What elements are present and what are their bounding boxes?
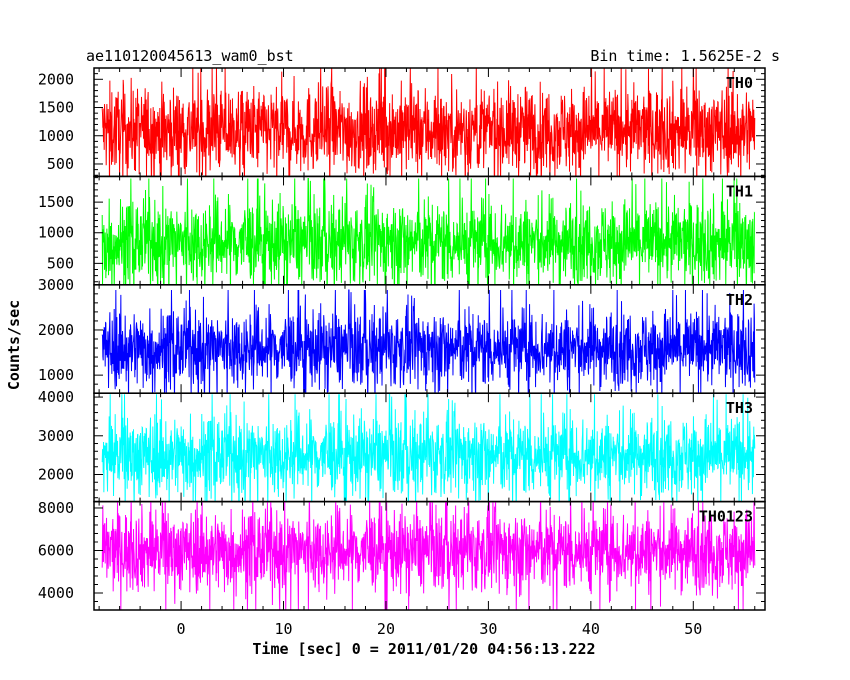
y-tick-label: 1000 [38, 366, 74, 384]
bin-time-label: Bin time: 1.5625E-2 s [590, 47, 780, 65]
x-tick-label: 20 [377, 620, 395, 638]
panels: 500 1000 1500 2000 TH0 500 1000 1500 TH1 1000 2000… [38, 67, 766, 611]
x-tick-label: 10 [274, 620, 292, 638]
panel-label: TH0123 [699, 508, 753, 526]
series-th1 [101, 178, 756, 285]
y-tick-label: 4000 [38, 584, 74, 602]
y-tick-label: 500 [47, 254, 74, 272]
series-th3 [101, 393, 756, 502]
panel-label: TH0 [726, 74, 753, 92]
series-th0 [101, 68, 756, 177]
panel-frame [93, 500, 766, 611]
y-tick-label: 3000 [38, 276, 74, 294]
y-tick-label: 1000 [38, 224, 74, 242]
x-tick-label: 30 [479, 620, 497, 638]
y-tick-label: 6000 [38, 541, 74, 559]
panel-th2: 1000 2000 3000 TH2 [38, 276, 766, 394]
x-tick-label: 40 [582, 620, 600, 638]
panel-label: TH2 [726, 291, 753, 309]
y-tick-label: 3000 [38, 427, 74, 445]
y-tick-label: 1500 [38, 193, 74, 211]
y-tick-label: 2000 [38, 321, 74, 339]
y-tick-label: 4000 [38, 388, 74, 406]
y-tick-label: 2000 [38, 70, 74, 88]
panel-label: TH3 [726, 399, 753, 417]
plot-title: ae110120045613_wam0_bst [86, 47, 294, 65]
panel-th0: 500 1000 1500 2000 TH0 [38, 67, 766, 178]
panel-th1: 500 1000 1500 TH1 [38, 175, 766, 286]
panel-th0123: 4000 6000 8000 TH0123 [38, 499, 766, 611]
y-tick-label: 8000 [38, 499, 74, 517]
y-tick-label: 500 [47, 155, 74, 173]
panel-th3: 2000 3000 4000 TH3 [38, 388, 766, 503]
y-tick-label: 1500 [38, 99, 74, 117]
x-tick-label: 50 [684, 620, 702, 638]
y-tick-label: 1000 [38, 127, 74, 145]
panel-label: TH1 [726, 182, 753, 200]
y-tick-label: 2000 [38, 466, 74, 484]
series-th2 [101, 289, 756, 394]
y-axis-label: Counts/sec [5, 300, 23, 390]
series-th0123 [101, 501, 756, 611]
x-tick-label: 0 [177, 620, 186, 638]
x-axis: 0 10 20 30 40 50 [177, 620, 703, 638]
x-axis-label: Time [sec] 0 = 2011/01/20 04:56:13.222 [252, 640, 595, 658]
